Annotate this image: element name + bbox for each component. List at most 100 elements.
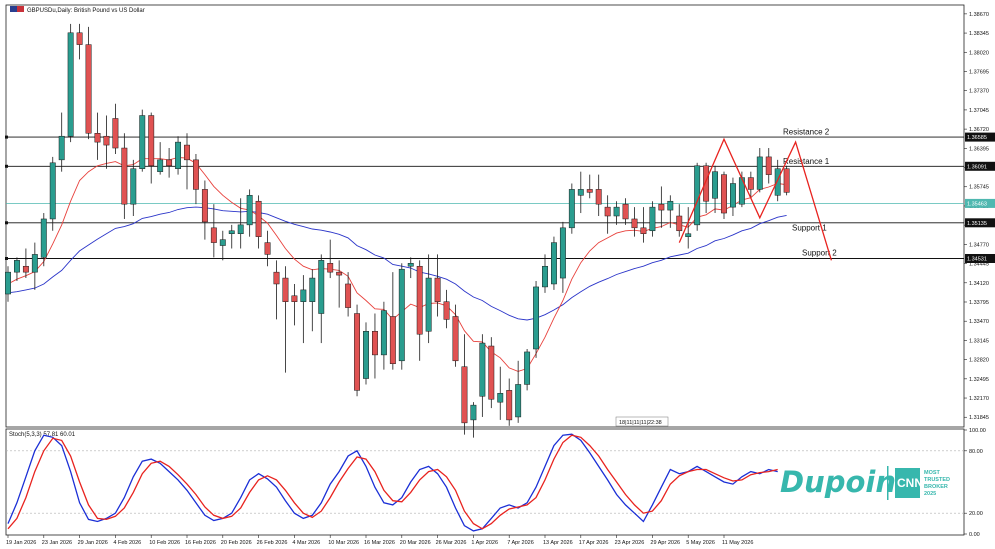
candle <box>219 230 226 261</box>
time-axis-label: 20 Mar 2026 <box>400 540 431 546</box>
candle-body <box>157 159 164 172</box>
dupoin-branding: Dupoin CNN MOST TRUSTED BROKER 2025 <box>780 465 950 500</box>
candle-body <box>416 265 423 335</box>
time-axis-label: 1 Apr 2026 <box>471 540 498 546</box>
cnn-tag-line-1: MOST <box>924 470 941 476</box>
candle-body <box>506 390 513 421</box>
candle <box>783 165 790 196</box>
dupoin-logo: Dupoin <box>780 465 896 499</box>
candle-body <box>380 310 387 356</box>
candle <box>631 207 638 237</box>
candle <box>166 148 173 178</box>
price-axis-label: 1.37045 <box>969 108 989 114</box>
candle <box>416 260 423 361</box>
candle-body <box>309 277 316 302</box>
cnn-tag-line-4: 2025 <box>924 491 936 497</box>
candle <box>76 23 83 60</box>
candle <box>452 304 459 367</box>
price-axis-label: 1.36395 <box>969 146 989 152</box>
candle-body <box>604 206 611 217</box>
candle <box>58 112 65 172</box>
candle-body <box>559 227 566 279</box>
candle-body <box>658 203 665 211</box>
level-price-tag-box <box>965 161 995 171</box>
candle-body <box>747 177 754 190</box>
candle-body <box>389 316 396 365</box>
level-label: Support 2 <box>802 248 837 257</box>
stoch-axis-label: 20.00 <box>969 511 983 517</box>
candle <box>765 148 772 184</box>
candle <box>488 337 495 409</box>
price-axis-label: 1.32170 <box>969 396 989 402</box>
candle <box>291 283 298 326</box>
time-axis-label: 10 Feb 2026 <box>149 540 180 546</box>
candle <box>282 266 289 373</box>
candle-body <box>40 218 47 258</box>
candle-body <box>166 159 173 167</box>
candle <box>49 156 56 231</box>
candle-body <box>264 242 271 255</box>
candle <box>676 204 683 237</box>
candle-body <box>577 189 584 196</box>
candle <box>255 195 262 249</box>
candle <box>712 165 718 214</box>
candle-body <box>756 156 763 190</box>
price-axis-label: 1.34445 <box>969 262 989 268</box>
time-axis-label: 11 May 2026 <box>722 540 753 546</box>
candle <box>559 221 566 293</box>
branding-divider <box>887 466 889 500</box>
candle-body <box>774 168 781 196</box>
candle <box>121 133 128 219</box>
candle <box>184 133 190 190</box>
candle <box>327 239 334 279</box>
candle-body <box>336 271 343 276</box>
candle <box>175 136 182 175</box>
candle <box>470 402 477 438</box>
candle-body <box>85 44 92 134</box>
flag-icon <box>10 6 17 12</box>
level-anchor-point <box>5 164 8 168</box>
level-price-tag-text: 1.35135 <box>967 221 987 227</box>
candle-body <box>237 224 244 234</box>
candle-body <box>515 384 522 418</box>
candle-body <box>685 233 692 237</box>
candle-body <box>291 295 298 302</box>
candle-body <box>121 147 128 205</box>
candle-body <box>318 260 325 314</box>
level-price-tags: 1.36585 1.36091 1.35135 1.34531 1.35463 <box>965 132 995 263</box>
candle <box>67 23 74 143</box>
candle-body <box>595 189 602 205</box>
stoch-signal-line <box>7 434 778 530</box>
time-axis-label: 23 Jan 2026 <box>42 540 72 546</box>
price-axis-label: 1.33145 <box>969 338 989 344</box>
candle <box>721 171 727 219</box>
candle-body <box>300 289 307 302</box>
time-axis-label: 17 Apr 2026 <box>579 540 609 546</box>
candle-body <box>613 206 620 217</box>
time-axis-label: 26 Mar 2026 <box>436 540 467 546</box>
candle-body <box>568 189 575 229</box>
ma-fast-line <box>7 157 787 372</box>
cnn-tag-line-2: TRUSTED <box>924 477 950 483</box>
candle-body <box>67 32 74 137</box>
candle-body <box>201 189 208 223</box>
candle <box>318 254 325 344</box>
level-price-tag-text: 1.36091 <box>967 164 987 170</box>
candle <box>398 263 405 370</box>
candle-body <box>497 393 504 403</box>
time-axis-label: 26 Feb 2026 <box>257 540 288 546</box>
candle-body <box>112 118 119 149</box>
candle-body <box>640 227 647 234</box>
candle <box>336 260 343 308</box>
candle-body <box>31 254 38 273</box>
candle <box>237 198 244 249</box>
candle-body <box>631 218 638 229</box>
candle-body <box>372 331 378 356</box>
cnn-tag-line-3: BROKER <box>924 484 948 490</box>
candle <box>130 159 137 216</box>
candle-body <box>551 242 557 285</box>
candle-timer-text: 18|11|11|11|22:38 <box>619 420 662 426</box>
chart-title-bar: GBPUSDu,Daily: British Pound vs US Dolla… <box>10 6 145 14</box>
candle <box>407 257 414 279</box>
